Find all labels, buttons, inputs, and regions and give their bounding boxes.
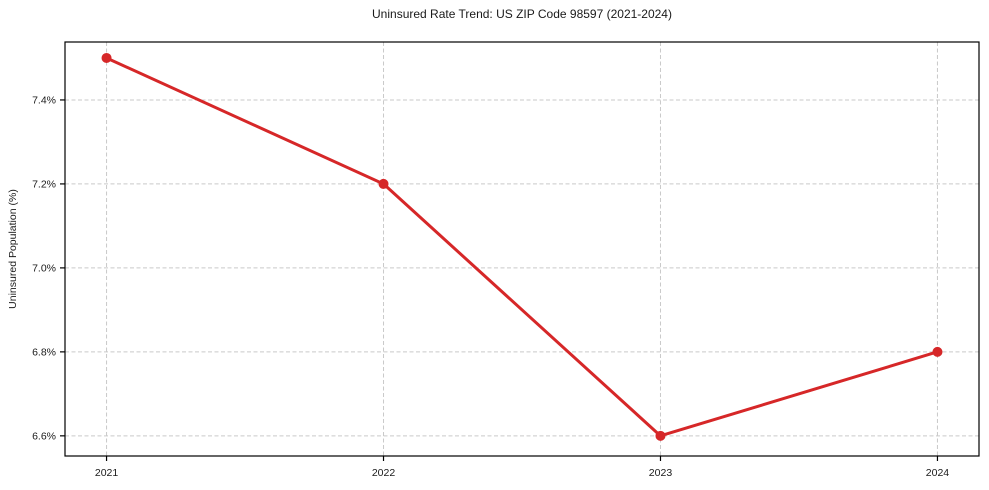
x-tick-label: 2022 (372, 467, 396, 479)
plot-border (64, 41, 980, 457)
data-point-marker (101, 52, 112, 63)
y-tick-label: 6.8% (32, 347, 56, 359)
data-point-marker (932, 346, 943, 357)
x-tick-label: 2023 (649, 467, 673, 479)
data-line (105, 56, 939, 438)
y-tick-label: 7.4% (32, 95, 56, 107)
data-point-marker (378, 178, 389, 189)
chart-title: Uninsured Rate Trend: US ZIP Code 98597 … (372, 7, 672, 21)
x-tick-label: 2024 (926, 467, 950, 479)
y-tick-label: 7.2% (32, 179, 56, 191)
y-tick-label: 7.0% (32, 263, 56, 275)
y-tick-label: 6.6% (32, 431, 56, 443)
data-point-marker (655, 430, 666, 441)
x-tick-label: 2021 (95, 467, 119, 479)
